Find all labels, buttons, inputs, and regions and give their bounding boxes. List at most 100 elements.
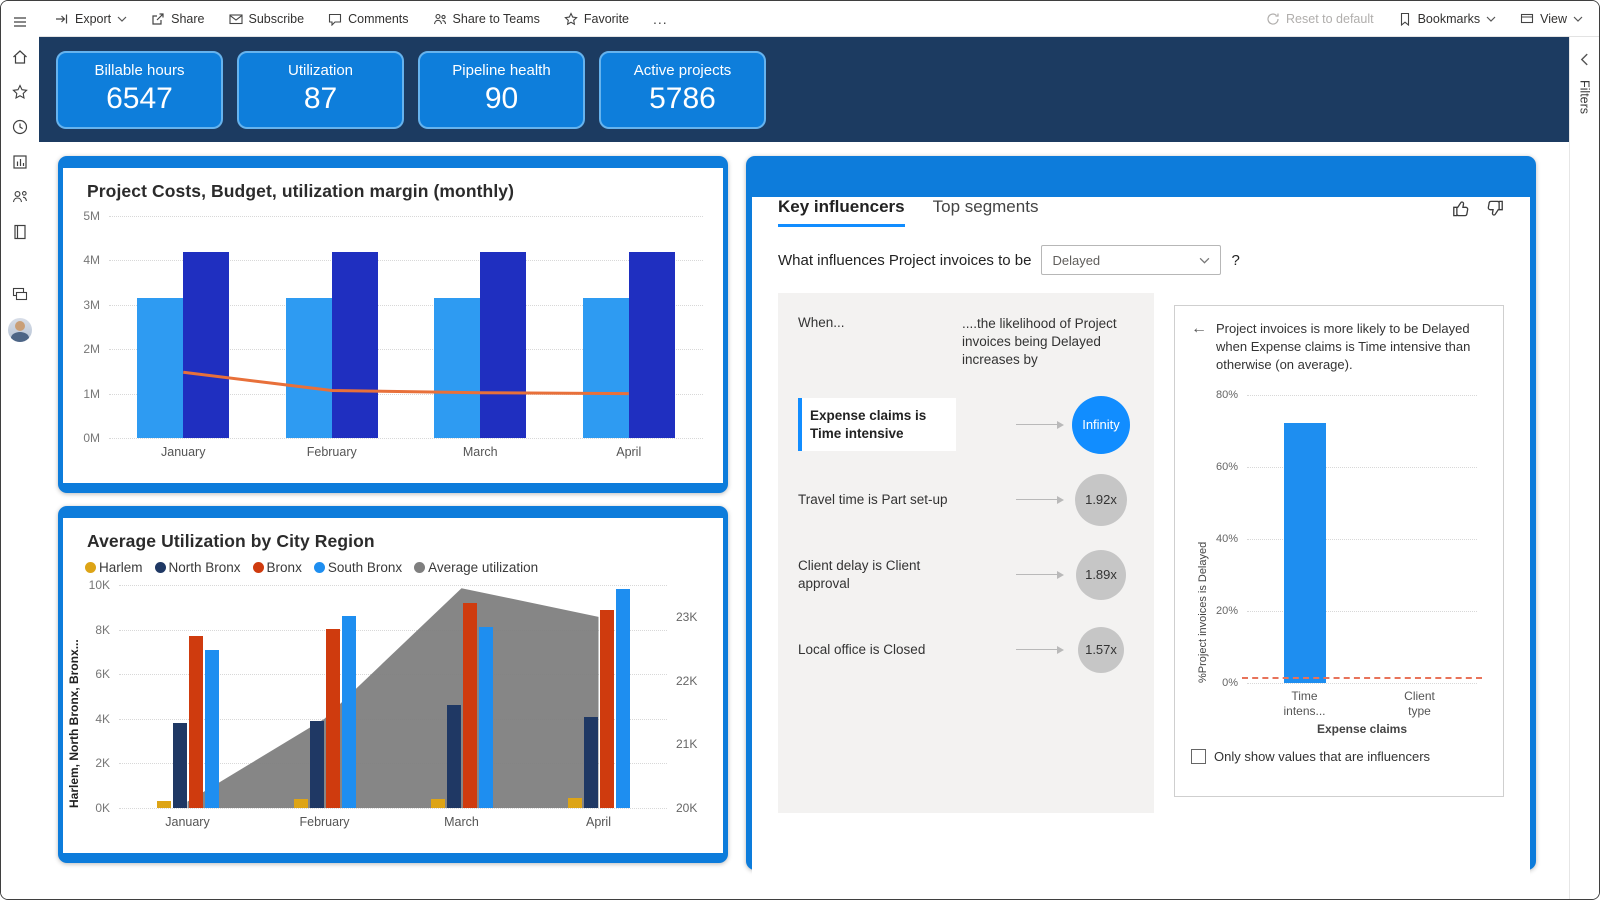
export-button[interactable]: Export <box>55 12 127 26</box>
only-influencers-checkbox[interactable]: Only show values that are influencers <box>1191 748 1487 764</box>
thumbs-up-icon[interactable] <box>1452 199 1471 218</box>
legend-item[interactable]: North Bronx <box>154 560 241 575</box>
bar[interactable] <box>446 705 461 808</box>
left-nav-rail <box>1 1 39 899</box>
bar[interactable] <box>567 798 582 808</box>
bookmarks-label: Bookmarks <box>1417 11 1481 26</box>
sidebar-item-workspaces[interactable] <box>9 186 31 208</box>
back-arrow-icon[interactable]: ← <box>1191 320 1207 337</box>
bar[interactable] <box>325 628 340 808</box>
bar[interactable] <box>204 649 219 808</box>
sidebar-item-learn[interactable] <box>9 221 31 243</box>
influence-dropdown[interactable]: Delayed <box>1041 245 1222 275</box>
thumbs-down-icon[interactable] <box>1485 199 1504 218</box>
bar[interactable] <box>188 636 203 808</box>
people-icon <box>12 191 27 203</box>
y-tick-label: 10K <box>88 578 110 592</box>
legend-dot <box>85 562 96 573</box>
kpi-card[interactable]: Active projects 5786 <box>599 50 766 129</box>
influencers-rows: Expense claims is Time intensive Infinity… <box>798 395 1134 679</box>
bar[interactable] <box>172 723 187 808</box>
bar[interactable] <box>583 716 598 808</box>
expand-filters-icon[interactable] <box>1580 53 1589 66</box>
gridline <box>1247 538 1477 540</box>
export-label: Export <box>75 11 112 26</box>
legend-item[interactable]: Bronx <box>252 560 302 575</box>
bookmark-icon <box>1400 12 1409 26</box>
kpi-value: 6547 <box>106 81 173 115</box>
y-tick-label: 4M <box>83 253 100 268</box>
bar[interactable] <box>480 252 527 438</box>
share-to-teams-button[interactable]: Share to Teams <box>433 12 540 26</box>
bar[interactable] <box>331 252 378 438</box>
costs-x-axis: January February March April <box>109 438 703 459</box>
subscribe-button[interactable]: Subscribe <box>228 12 304 26</box>
legend-item[interactable]: South Bronx <box>313 560 402 575</box>
favorite-label: Favorite <box>583 11 630 26</box>
more-options-button[interactable]: ... <box>653 10 668 27</box>
influence-strength-bubble[interactable]: 1.89x <box>1076 549 1126 600</box>
y-tick-label: 8K <box>95 622 110 637</box>
comments-label: Comments <box>348 11 409 26</box>
sidebar-item-favorites[interactable] <box>9 81 31 103</box>
bar[interactable] <box>430 799 445 808</box>
influencer-row[interactable]: Client delay is Client approval 1.89x <box>798 546 1134 604</box>
area-svg <box>187 588 599 808</box>
arrow-shaft <box>1016 570 1064 579</box>
toolbar-left-group: Export Share Subscribe Comments Share to… <box>55 11 668 27</box>
influence-strength-bubble[interactable]: Infinity <box>1072 395 1130 454</box>
clock-icon <box>12 119 28 135</box>
influencer-row[interactable]: Expense claims is Time intensive Infinity <box>798 395 1134 454</box>
bar[interactable] <box>156 801 171 808</box>
bar[interactable] <box>183 252 230 438</box>
influence-strength-bubble[interactable]: 1.57x <box>1078 626 1124 673</box>
influencer-bar[interactable] <box>1283 423 1326 683</box>
sidebar-item-recent[interactable] <box>9 116 31 138</box>
sidebar-item-home[interactable] <box>9 46 31 68</box>
bar[interactable] <box>309 721 324 808</box>
comments-button[interactable]: Comments <box>328 11 409 26</box>
kpi-label: Pipeline health <box>452 61 551 79</box>
legend-item[interactable]: Average utilization <box>414 560 538 575</box>
bar[interactable] <box>582 298 629 438</box>
bar[interactable] <box>628 252 675 438</box>
arrow-right-icon <box>956 420 1068 429</box>
utilization-plot-area: 10K 8K 6K 4K 2K 0K 23K 22K 21K 20K <box>89 578 698 815</box>
bar[interactable] <box>478 627 493 808</box>
influence-strength-bubble[interactable]: 1.92x <box>1075 473 1127 526</box>
tab-key-influencers[interactable]: Key influencers <box>778 197 905 227</box>
y-tick-label: 20% <box>1215 604 1238 617</box>
avatar[interactable] <box>8 318 32 342</box>
view-button[interactable]: View <box>1520 12 1583 26</box>
bar-group <box>555 216 704 438</box>
reset-to-default-button[interactable]: Reset to default <box>1266 12 1374 26</box>
bar[interactable] <box>137 298 184 438</box>
kpi-card[interactable]: Utilization 87 <box>237 50 404 129</box>
report-icon <box>13 155 27 169</box>
favorite-button[interactable]: Favorite <box>564 12 629 26</box>
sidebar-item-apps[interactable] <box>9 283 31 305</box>
hamburger-menu-button[interactable] <box>9 11 31 33</box>
tab-top-segments[interactable]: Top segments <box>932 197 1039 216</box>
bar[interactable] <box>615 589 630 808</box>
filters-pane-label[interactable]: Filters <box>1577 80 1592 115</box>
kpi-card[interactable]: Billable hours 6547 <box>56 50 223 129</box>
checkbox-icon[interactable] <box>1191 748 1206 764</box>
bar[interactable] <box>599 609 614 808</box>
bar[interactable] <box>293 798 308 808</box>
arrow-right-icon <box>956 570 1068 579</box>
bar-group <box>393 585 530 808</box>
influencer-row[interactable]: Travel time is Part set-up 1.92x <box>798 471 1134 529</box>
legend-label: Harlem <box>99 560 143 575</box>
bar[interactable] <box>434 298 481 438</box>
influencer-row[interactable]: Local office is Closed 1.57x <box>798 621 1134 679</box>
bar[interactable] <box>462 602 477 808</box>
bookmarks-button[interactable]: Bookmarks <box>1398 12 1497 26</box>
share-button[interactable]: Share <box>151 12 205 26</box>
bar[interactable] <box>285 298 332 438</box>
x-axis-label: January <box>161 445 206 459</box>
bar[interactable] <box>341 616 356 808</box>
legend-item[interactable]: Harlem <box>85 560 143 575</box>
kpi-card[interactable]: Pipeline health 90 <box>418 50 585 129</box>
sidebar-item-reports[interactable] <box>9 151 31 173</box>
